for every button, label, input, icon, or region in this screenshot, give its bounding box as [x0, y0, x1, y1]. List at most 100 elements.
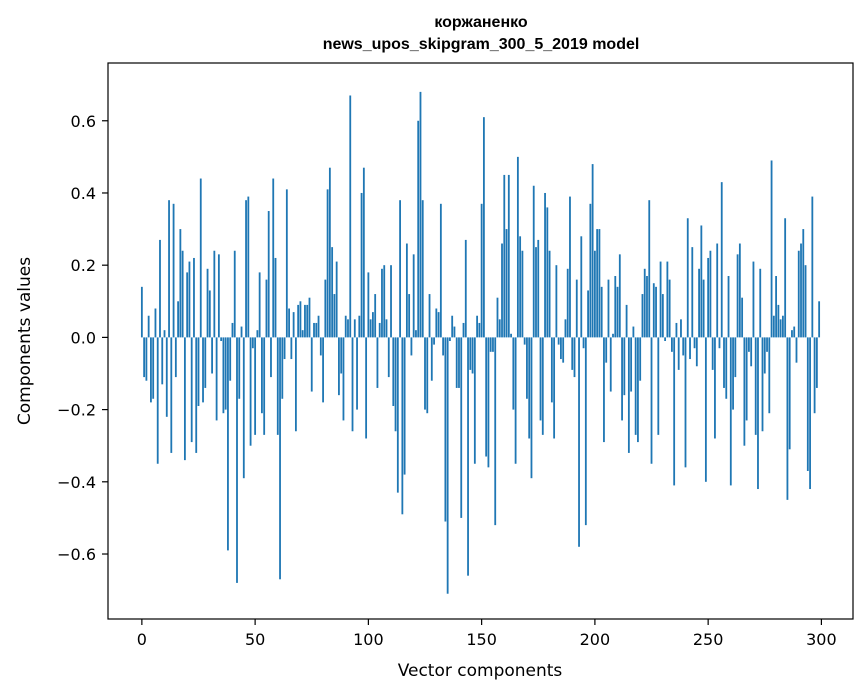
bar-77 — [315, 322, 318, 338]
bar-279 — [772, 315, 775, 338]
bar-35 — [220, 337, 223, 341]
bar-150 — [480, 203, 483, 338]
bar-207 — [609, 337, 612, 392]
bar-233 — [668, 279, 671, 338]
bar-50 — [254, 337, 257, 435]
bar-68 — [294, 337, 297, 432]
bar-45 — [242, 337, 245, 479]
bar-143 — [464, 239, 467, 338]
bar-266 — [743, 337, 746, 446]
bar-80 — [322, 337, 324, 403]
bar-196 — [584, 337, 587, 526]
bar-13 — [170, 337, 173, 453]
bar-275 — [763, 337, 766, 374]
bar-52 — [258, 272, 261, 338]
bar-296 — [811, 196, 814, 338]
bar-32 — [213, 250, 216, 338]
bar-34 — [217, 254, 220, 338]
bar-218 — [634, 337, 637, 435]
bar-65 — [288, 308, 290, 338]
bar-112 — [394, 337, 397, 432]
bar-138 — [453, 326, 456, 338]
bar-140 — [458, 337, 460, 388]
x-tick-label: 150 — [466, 630, 497, 649]
bar-58 — [272, 178, 275, 338]
bar-15 — [174, 337, 177, 378]
bar-54 — [263, 337, 266, 435]
bar-37 — [224, 337, 227, 410]
bar-134 — [444, 337, 447, 522]
bar-226 — [652, 283, 655, 338]
bar-156 — [494, 337, 497, 526]
bar-0 — [140, 286, 143, 338]
bar-139 — [455, 337, 458, 388]
bar-22 — [190, 337, 193, 443]
bar-165 — [514, 337, 517, 464]
bar-290 — [797, 250, 800, 338]
bar-210 — [616, 286, 619, 338]
bar-12 — [168, 200, 170, 338]
bar-178 — [544, 192, 546, 338]
bar-94 — [353, 319, 356, 338]
x-tick-label: 250 — [693, 630, 724, 649]
bar-88 — [340, 337, 343, 374]
bar-42 — [236, 337, 238, 583]
bar-243 — [691, 247, 694, 338]
bar-248 — [702, 279, 705, 338]
bar-83 — [328, 167, 331, 338]
bar-155 — [492, 337, 494, 352]
bar-230 — [661, 294, 664, 338]
bar-191 — [573, 337, 576, 378]
bar-113 — [396, 337, 399, 493]
bar-211 — [618, 254, 621, 338]
bar-272 — [757, 337, 759, 490]
x-tick-label: 200 — [580, 630, 611, 649]
bar-104 — [376, 337, 379, 388]
y-tick-label: −0.2 — [57, 401, 96, 420]
bar-151 — [482, 117, 485, 338]
bar-33 — [215, 337, 218, 421]
bar-51 — [256, 330, 259, 338]
x-axis-ticks: 0 50 100 150 200 250 300 — [137, 619, 837, 649]
bar-67 — [292, 312, 295, 338]
bar-206 — [607, 279, 610, 338]
bar-287 — [791, 330, 793, 338]
bar-256 — [720, 182, 723, 338]
bar-187 — [564, 319, 567, 338]
bar-161 — [505, 229, 508, 338]
bar-221 — [641, 294, 644, 338]
bar-258 — [725, 337, 728, 399]
bar-20 — [186, 272, 189, 338]
bar-95 — [356, 337, 358, 410]
bar-61 — [279, 337, 281, 580]
bar-183 — [555, 265, 558, 338]
bar-122 — [417, 120, 420, 338]
bar-74 — [308, 297, 311, 338]
bar-214 — [625, 304, 628, 338]
bar-213 — [623, 337, 626, 396]
bar-203 — [600, 286, 603, 338]
bar-254 — [716, 243, 719, 338]
bar-276 — [766, 337, 768, 352]
bar-63 — [283, 337, 286, 360]
bar-48 — [249, 337, 252, 446]
bar-64 — [285, 189, 288, 338]
bar-116 — [403, 337, 406, 475]
bar-250 — [707, 257, 710, 338]
bar-131 — [437, 312, 440, 338]
bar-25 — [197, 337, 200, 406]
chart-title-line-2: news_upos_skipgram_300_5_2019 model — [323, 36, 640, 53]
bar-216 — [630, 337, 633, 392]
bar-186 — [562, 337, 565, 363]
bar-170 — [526, 337, 528, 399]
bar-194 — [580, 236, 583, 338]
bar-82 — [326, 189, 329, 338]
bar-10 — [163, 330, 166, 338]
bar-154 — [489, 337, 492, 352]
bar-227 — [655, 286, 657, 338]
bar-18 — [181, 250, 184, 338]
bar-180 — [548, 250, 551, 338]
bar-292 — [802, 229, 805, 338]
